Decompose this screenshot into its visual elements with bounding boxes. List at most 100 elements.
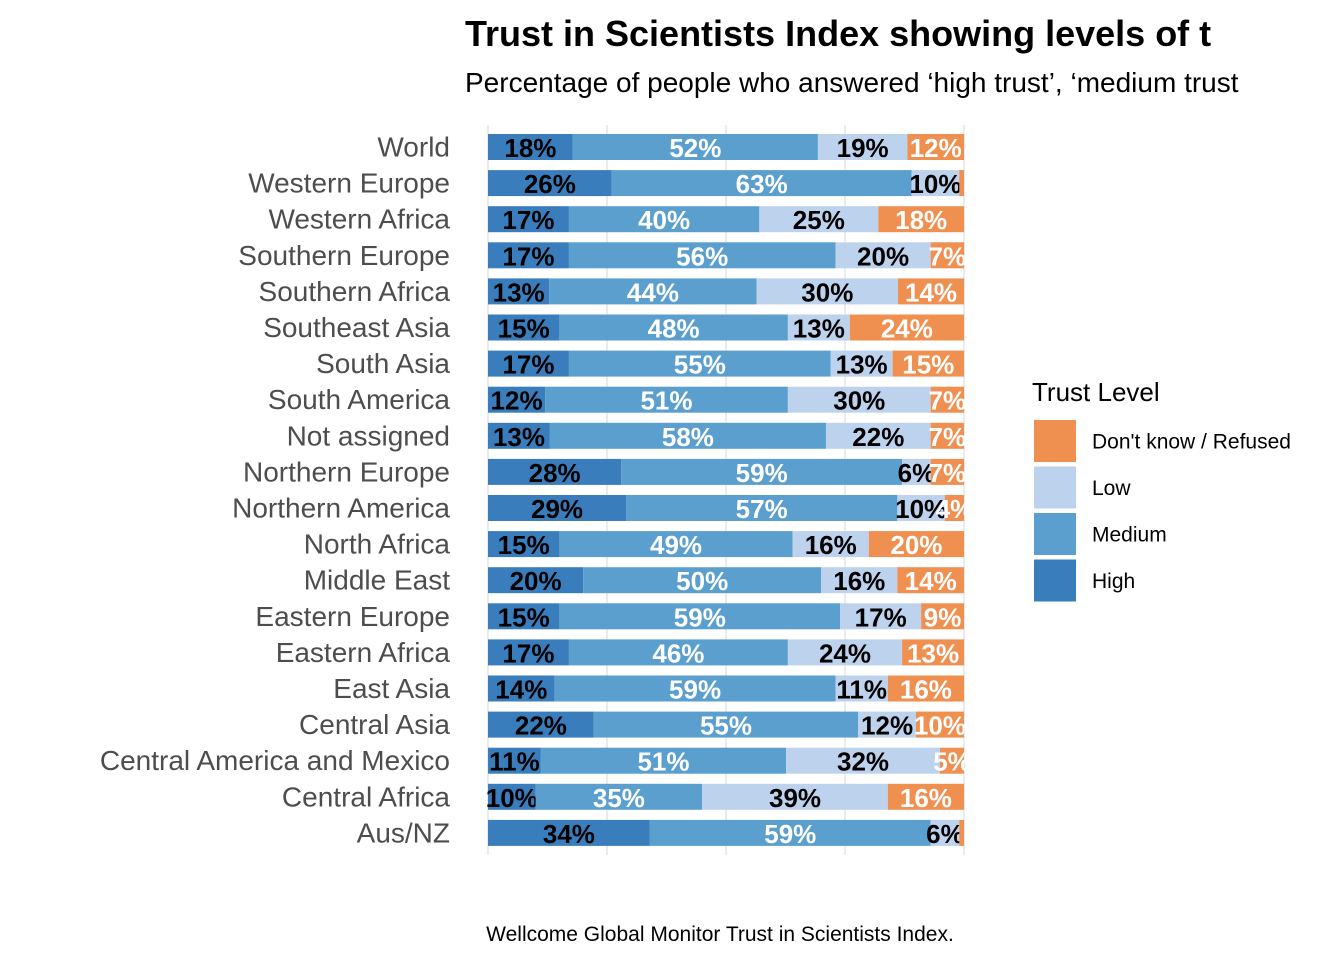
data-label: 34% — [543, 819, 595, 849]
data-label: 49% — [650, 530, 702, 560]
bar-segment — [897, 495, 945, 521]
data-label: 50% — [676, 566, 728, 596]
data-label: 59% — [764, 819, 816, 849]
bar-segment — [921, 603, 964, 630]
bar-segment — [593, 711, 859, 738]
legend-key — [1034, 513, 1076, 555]
category-label: Eastern Africa — [276, 637, 451, 668]
bar-segment — [545, 386, 788, 413]
data-label: 7% — [929, 458, 967, 488]
bar-segment — [786, 747, 940, 774]
data-label: 15% — [498, 602, 550, 632]
data-label: 55% — [700, 711, 752, 741]
data-label: 18% — [504, 133, 556, 163]
bar-segment — [488, 783, 536, 810]
category-label: Central America and Mexico — [100, 745, 450, 776]
data-label: 17% — [502, 205, 554, 235]
data-label: 20% — [890, 530, 942, 560]
bar-segment — [892, 350, 964, 377]
data-label: 24% — [881, 314, 933, 344]
category-label: Central Asia — [299, 709, 450, 740]
data-label: 57% — [736, 494, 788, 524]
data-label: 13% — [793, 314, 845, 344]
chart-caption: Wellcome Global Monitor Trust in Scienti… — [486, 923, 954, 946]
data-label: 13% — [493, 422, 545, 452]
bar-segment — [554, 675, 836, 702]
data-label: 13% — [836, 350, 888, 380]
bar-segment — [930, 819, 960, 846]
bar-segment — [568, 350, 831, 377]
data-label: 12% — [910, 133, 962, 163]
data-label: 30% — [801, 277, 853, 307]
category-label: Central Africa — [282, 781, 450, 812]
category-label: Southern Africa — [259, 276, 451, 307]
data-label: 20% — [857, 241, 909, 271]
bar-segment — [792, 531, 869, 558]
bar-segment — [488, 567, 584, 594]
bar-segment — [817, 134, 908, 160]
legend-key — [1034, 466, 1076, 509]
category-label: World — [377, 132, 450, 163]
data-label: 48% — [648, 314, 700, 344]
chart-subtitle: Percentage of people who answered ‘high … — [465, 67, 1239, 98]
bar-segment — [488, 711, 594, 738]
bar-segment — [825, 422, 931, 449]
bar-segment — [488, 170, 612, 197]
data-label: 44% — [627, 277, 679, 307]
data-label: 10% — [909, 169, 961, 199]
data-label: 16% — [900, 675, 952, 705]
category-label: Northern Europe — [243, 456, 450, 487]
category-label: Northern America — [232, 493, 450, 524]
data-label: 59% — [736, 458, 788, 488]
data-label: 63% — [736, 169, 788, 199]
data-label: 46% — [652, 638, 704, 668]
data-label: 12% — [491, 386, 543, 416]
bar-segment — [787, 386, 931, 413]
bar-segment — [488, 206, 569, 233]
data-label: 20% — [510, 566, 562, 596]
bar-segment — [902, 639, 964, 666]
data-label: 59% — [669, 675, 721, 705]
data-label: 13% — [907, 638, 959, 668]
category-label: North Africa — [304, 529, 451, 560]
data-label: 15% — [902, 350, 954, 380]
bar-segment — [930, 242, 964, 269]
data-label: 24% — [819, 638, 871, 668]
legend: Trust Level Don't know / Refused Low Mediu… — [1032, 377, 1291, 602]
bar-segment — [911, 170, 960, 197]
bar-segment — [568, 242, 836, 269]
data-label: 39% — [769, 783, 821, 813]
bar-segment — [930, 386, 964, 413]
bar-segment — [549, 278, 757, 305]
bar-segment — [840, 603, 922, 630]
data-label: 30% — [833, 386, 885, 416]
data-label: 29% — [531, 494, 583, 524]
bar-segment — [887, 783, 964, 810]
data-label: 5% — [933, 747, 971, 777]
bar-segment — [611, 170, 912, 197]
bar-segment — [902, 458, 931, 485]
data-label: 11% — [489, 747, 540, 777]
bar-segment — [488, 278, 550, 305]
bar-segment — [959, 819, 964, 846]
data-label: 14% — [905, 566, 957, 596]
legend-key — [1034, 559, 1076, 602]
bar-segment — [930, 458, 964, 485]
data-label: 17% — [502, 350, 554, 380]
bar-segment — [621, 458, 903, 485]
bar-segment — [488, 819, 650, 846]
bar-segment — [959, 170, 964, 197]
bar-segment — [787, 639, 903, 666]
data-label: 10% — [914, 711, 966, 741]
data-label: 59% — [674, 602, 726, 632]
bar-segment — [944, 495, 964, 521]
category-label: Western Europe — [248, 168, 450, 199]
data-label: 51% — [640, 386, 692, 416]
category-label: Not assigned — [287, 420, 450, 451]
bar-segment — [572, 134, 818, 160]
grid-lines — [487, 125, 965, 855]
data-label: 22% — [852, 422, 904, 452]
bar-segment — [488, 134, 573, 160]
bar-segment — [835, 242, 931, 269]
